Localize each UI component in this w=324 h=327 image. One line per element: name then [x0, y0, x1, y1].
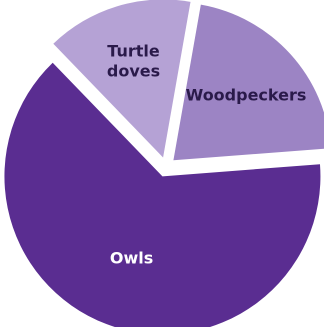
pie-slice-woodpeckers: [173, 4, 324, 161]
pie-label-turtle-doves: Turtle doves: [107, 42, 160, 81]
pie-slice-turtle-doves: [53, 0, 191, 158]
pie-labels: Woodpeckers Owls Turtle doves: [107, 42, 307, 268]
pie-label-woodpeckers: Woodpeckers: [186, 86, 307, 105]
pie-slices: [4, 0, 324, 327]
pie-slice-owls: [4, 62, 321, 327]
pie-label-owls: Owls: [110, 249, 153, 268]
